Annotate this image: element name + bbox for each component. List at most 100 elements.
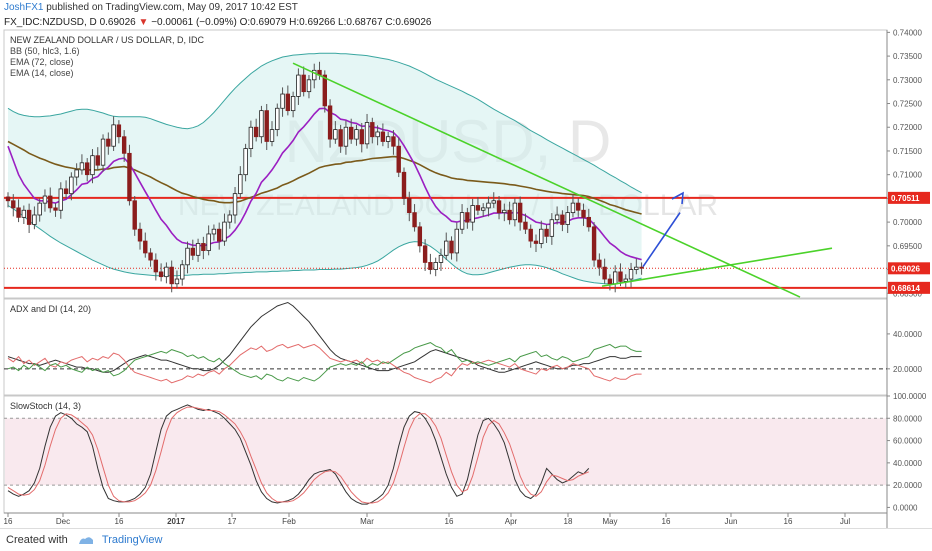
candle <box>528 228 533 242</box>
stoch-tick-label: 20.0000 <box>893 481 922 490</box>
high-price: H:0.69266 <box>289 17 336 28</box>
candle <box>185 247 190 266</box>
candle <box>280 93 285 109</box>
price-change: −0.00061 (−0.09%) <box>151 17 237 28</box>
candle <box>95 155 100 166</box>
candle <box>428 262 433 270</box>
x-tick-label: Dec <box>56 517 70 526</box>
candle <box>491 200 496 204</box>
close-price: C:0.69026 <box>385 17 432 28</box>
candle <box>243 148 248 176</box>
indicator-legend: EMA (72, close) <box>10 57 74 67</box>
candle <box>306 79 312 93</box>
x-tick-label: Mar <box>360 517 374 526</box>
candle <box>132 200 137 230</box>
candle <box>327 105 333 140</box>
x-tick-label: 16 <box>662 517 671 526</box>
x-tick-label: 18 <box>564 517 573 526</box>
candle <box>5 196 11 202</box>
y-tick-label: 0.74000 <box>893 28 922 37</box>
candle <box>111 124 116 147</box>
descending-trendline <box>292 62 801 298</box>
publish-info: JoshFX1 published on TradingView.com, Ma… <box>0 0 932 16</box>
x-tick-label: 16 <box>445 517 454 526</box>
candle <box>180 264 185 280</box>
time-axis: 16 Dec 16 2017 17 Feb Mar 16 Apr 18 May 16 Jun 16 Jul <box>4 513 850 526</box>
candle <box>174 278 180 285</box>
candle <box>597 259 602 268</box>
candle <box>618 271 623 282</box>
candle <box>48 195 53 209</box>
stoch-title: SlowStoch (14, 3) <box>10 401 81 411</box>
candle <box>201 243 206 251</box>
candle <box>517 202 523 223</box>
candle <box>396 145 401 173</box>
y-tick-label: 0.70000 <box>893 218 922 227</box>
candle <box>26 209 32 225</box>
indicator-legend: EMA (14, close) <box>10 68 74 78</box>
candle <box>549 219 555 237</box>
candle <box>533 240 539 244</box>
last-price: 0.69026 <box>99 17 136 28</box>
tradingview-brand[interactable]: TradingView <box>101 534 163 546</box>
candle <box>275 107 280 131</box>
adx-series-DI <box>7 342 642 382</box>
price-label-box <box>888 191 930 204</box>
created-with-text: Created with <box>6 534 68 546</box>
candle <box>639 266 644 269</box>
bollinger-upper-line <box>7 52 642 194</box>
footer: Created with TradingView <box>0 528 932 550</box>
y-tick-label: 0.73000 <box>893 76 922 85</box>
open-price: O:0.69079 <box>239 17 287 28</box>
candle <box>148 252 153 261</box>
candle <box>21 209 27 218</box>
candle <box>628 269 634 280</box>
candle <box>486 202 491 209</box>
stoch-tick-label: 0.0000 <box>893 503 918 512</box>
candle <box>222 221 227 242</box>
candle <box>285 93 291 112</box>
price-label: 0.69026 <box>891 264 920 273</box>
candle <box>53 207 58 211</box>
candle <box>417 226 423 247</box>
candle <box>496 200 502 214</box>
stoch-tick-label: 80.0000 <box>893 414 922 423</box>
adx-series-ADX <box>7 301 642 373</box>
x-tick-label: May <box>602 517 617 526</box>
candle <box>116 124 122 138</box>
candle <box>11 200 16 209</box>
candle <box>581 209 586 218</box>
candle <box>253 126 259 138</box>
stoch-pane: SlowStoch (14, 3) 100.0000 80.0000 60.0000 4… <box>4 392 927 512</box>
adx-tick-label: 40.0000 <box>893 330 922 339</box>
candle <box>164 266 169 278</box>
candle <box>412 212 417 228</box>
candle <box>153 259 159 273</box>
candle <box>454 228 459 254</box>
symbol-name: FX_IDC:NZDUSD, D <box>4 17 97 28</box>
candle <box>296 74 301 97</box>
x-tick-label: Feb <box>282 517 296 526</box>
price-label: 0.68614 <box>891 284 920 293</box>
candle <box>143 240 148 254</box>
candle <box>576 202 581 211</box>
candle <box>586 216 591 228</box>
ema72-line <box>7 140 642 215</box>
candle <box>507 209 512 221</box>
price-label: 0.70511 <box>891 194 920 203</box>
candle <box>523 221 528 230</box>
chart-canvas[interactable]: NZDUSD, DNEW ZEALAND DOLLAR / US DOLLARN… <box>0 0 932 528</box>
candle <box>74 169 79 178</box>
author-link[interactable]: JoshFX1 <box>4 2 44 13</box>
chart-title: NEW ZEALAND DOLLAR / US DOLLAR, D, IDC <box>10 35 205 45</box>
y-tick-label: 0.72500 <box>893 100 922 109</box>
candle <box>169 266 174 285</box>
y-tick-label: 0.69500 <box>893 242 922 251</box>
candle <box>269 129 275 142</box>
candle <box>433 262 438 270</box>
candle <box>602 266 607 280</box>
candle <box>85 162 90 176</box>
stoch-tick-label: 100.0000 <box>893 392 927 401</box>
ascending-trendline <box>601 247 833 287</box>
candle <box>90 155 95 176</box>
